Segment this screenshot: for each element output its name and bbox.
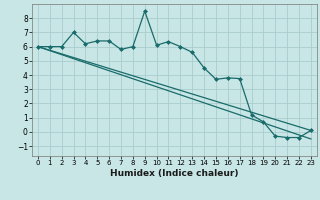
X-axis label: Humidex (Indice chaleur): Humidex (Indice chaleur) <box>110 169 239 178</box>
